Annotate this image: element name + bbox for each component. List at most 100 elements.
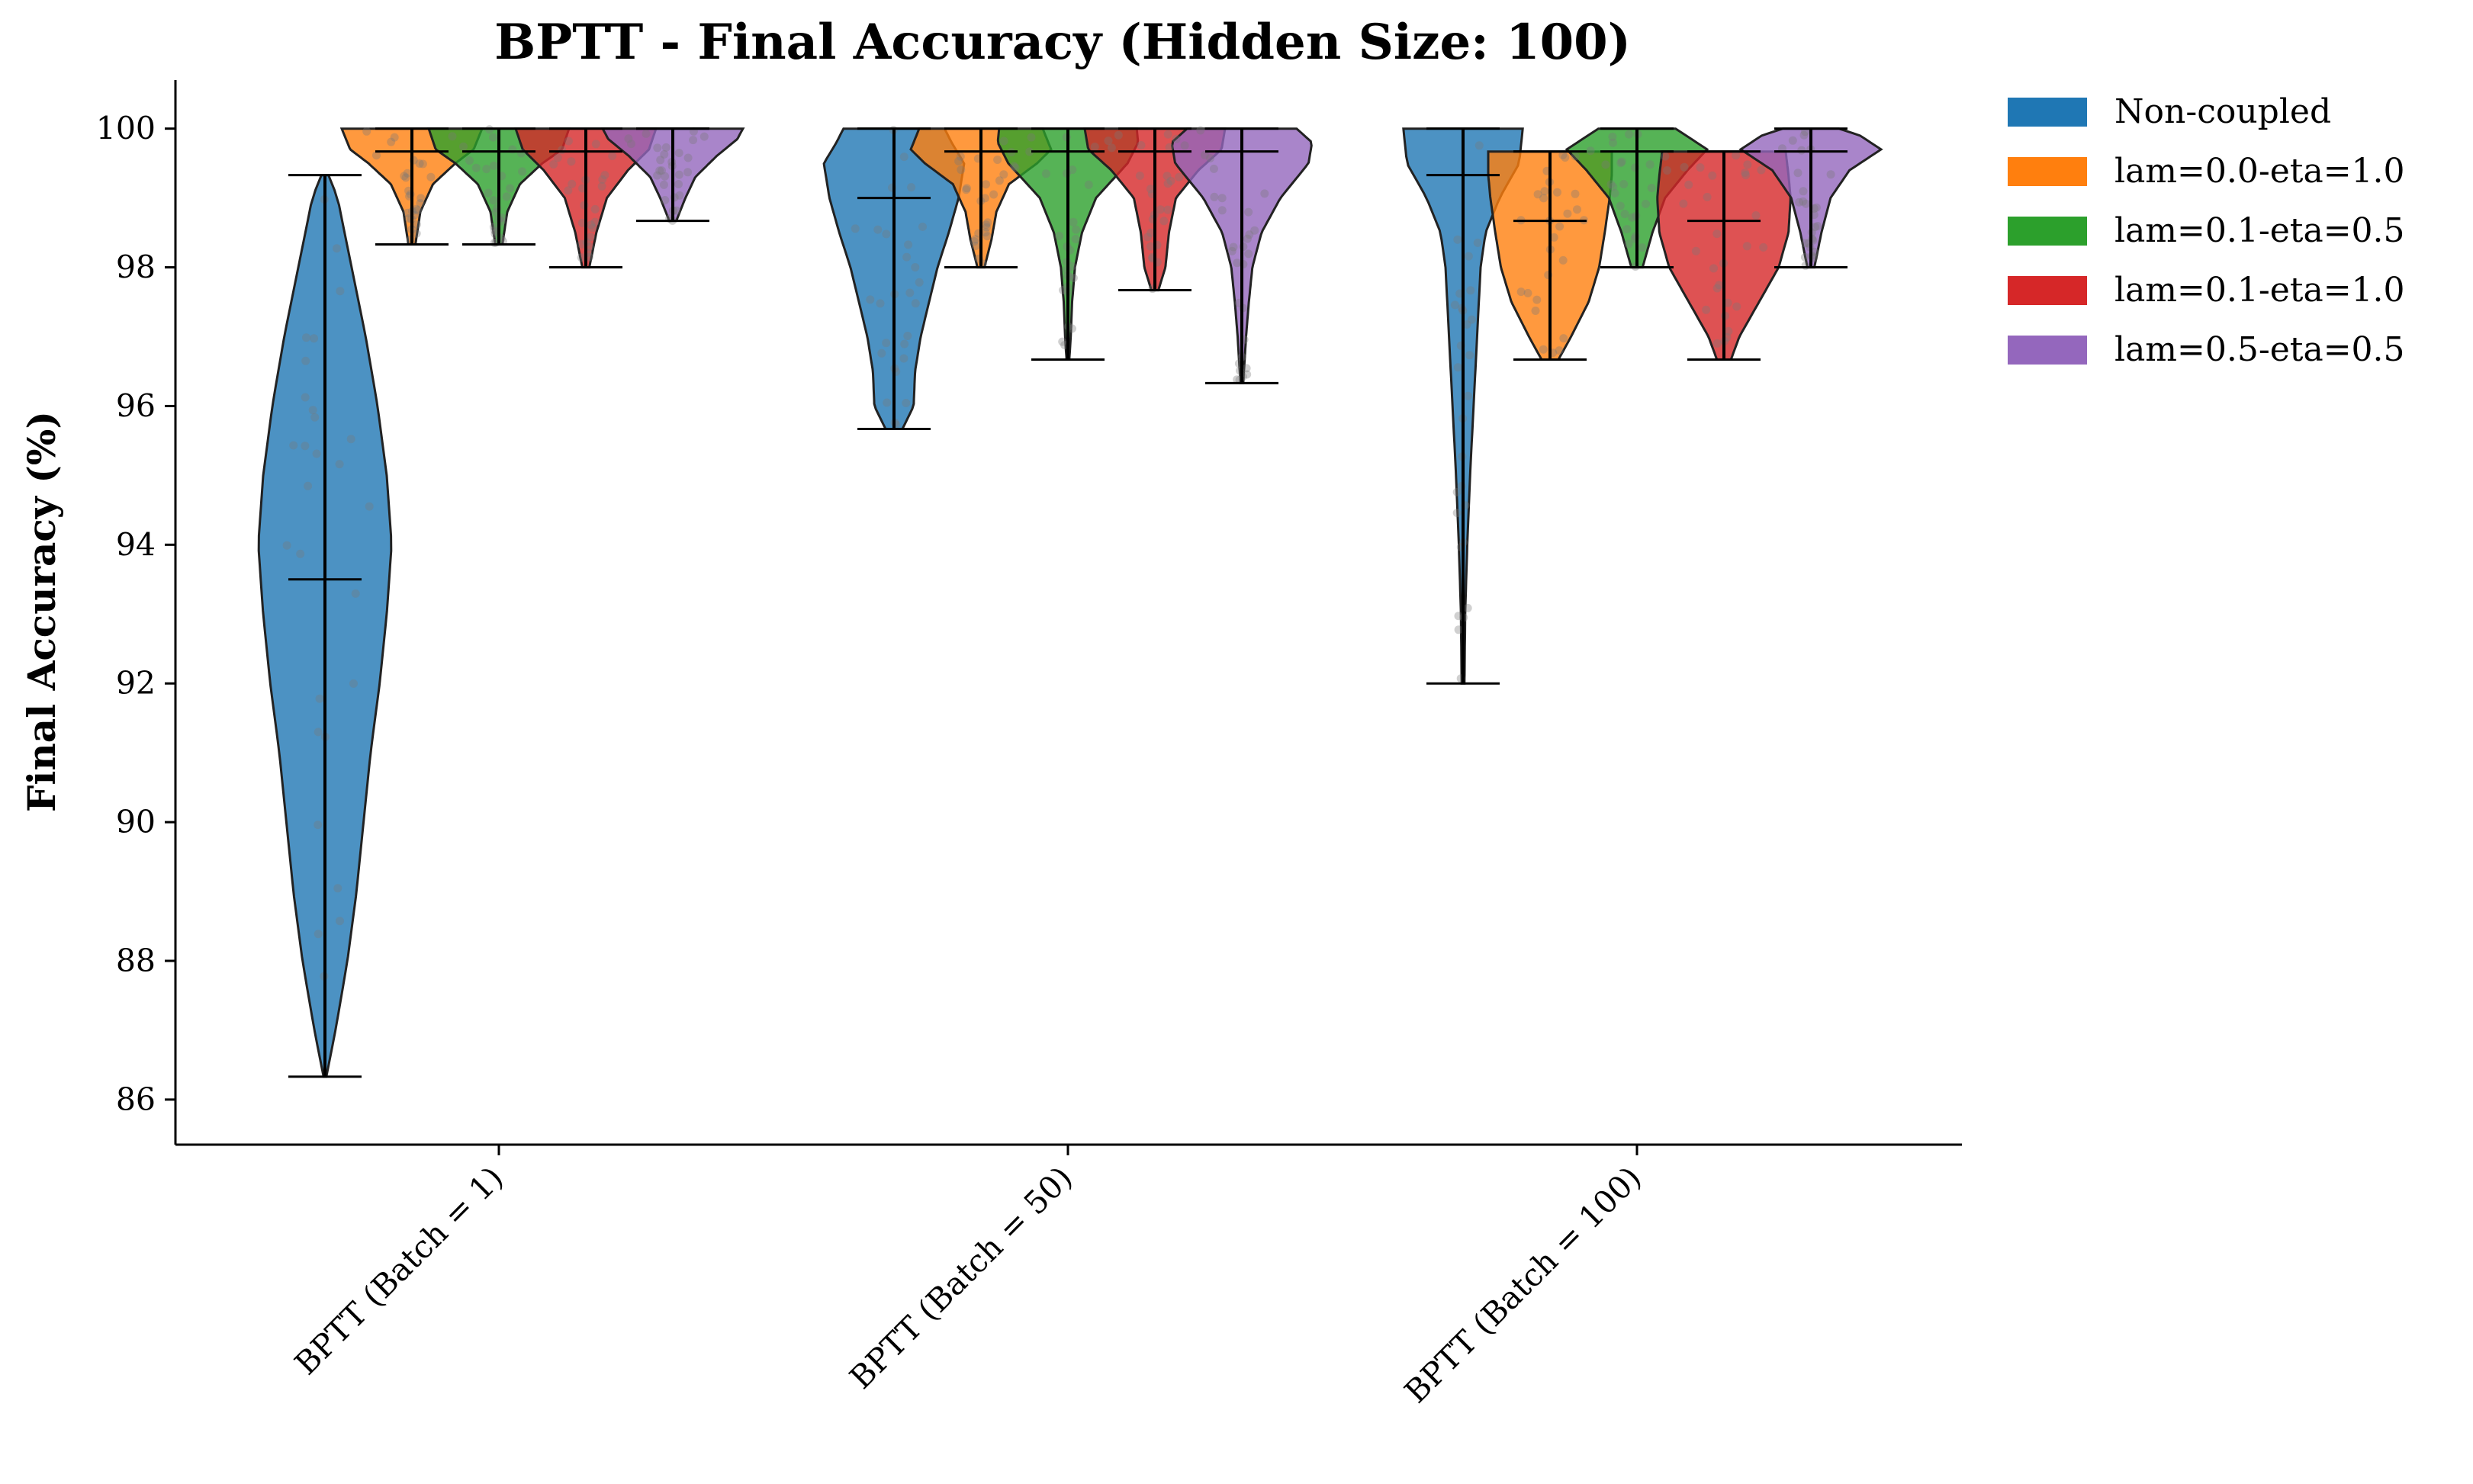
sample-point [1723, 298, 1732, 307]
sample-point [1146, 228, 1156, 237]
sample-point [1680, 162, 1689, 172]
sample-point [660, 149, 669, 159]
sample-point [490, 230, 500, 239]
sample-point [418, 159, 427, 169]
sample-point [416, 194, 426, 203]
sample-point [471, 163, 481, 172]
sample-point [851, 224, 860, 233]
sample-point [661, 196, 670, 204]
sample-point [365, 502, 374, 511]
sample-point [1090, 143, 1099, 151]
x-tick-label: BPTT (Batch = 1) [288, 1159, 510, 1382]
sample-point [1601, 160, 1610, 169]
legend-swatch [2008, 98, 2087, 127]
sample-point [1642, 199, 1650, 208]
sample-point [1159, 217, 1169, 226]
sample-point [624, 134, 633, 143]
sample-point [336, 917, 344, 926]
sample-point [1741, 171, 1751, 180]
sample-point [970, 237, 979, 246]
sample-point [1027, 133, 1036, 142]
sample-point [653, 143, 662, 153]
sample-point [899, 153, 908, 162]
sample-point [1801, 239, 1810, 248]
sample-point [315, 694, 324, 703]
sample-point [672, 206, 681, 215]
sample-point [289, 441, 298, 450]
sample-point [304, 481, 313, 490]
sample-point [699, 132, 709, 141]
sample-point [1610, 188, 1619, 198]
sample-point [1523, 288, 1532, 297]
sample-point [1217, 206, 1227, 215]
sample-point [314, 821, 323, 830]
sample-point [1067, 262, 1076, 271]
sample-point [1625, 130, 1633, 139]
sample-point [683, 168, 693, 177]
sample-point [390, 133, 399, 142]
sample-point [567, 157, 576, 166]
sample-point [1227, 246, 1236, 255]
x-tick-label: BPTT (Batch = 100) [1397, 1159, 1648, 1410]
sample-point [999, 137, 1008, 146]
sample-point [489, 196, 498, 205]
sample-point [1732, 151, 1741, 160]
sample-point [1055, 231, 1063, 240]
sample-point [1175, 172, 1184, 181]
sample-point [1206, 154, 1215, 162]
sample-point [1708, 171, 1717, 180]
sample-point [598, 175, 607, 184]
sample-point [999, 170, 1008, 179]
sample-point [1561, 153, 1570, 162]
legend-label: lam=0.0-eta=1.0 [2114, 152, 2405, 191]
sample-point [608, 152, 617, 160]
sample-point [1712, 339, 1722, 348]
sample-point [401, 173, 410, 182]
sample-point [1810, 247, 1819, 256]
sample-point [1712, 230, 1722, 239]
sample-point [905, 288, 915, 297]
sample-point [1210, 192, 1219, 201]
sample-point [1244, 249, 1253, 259]
sample-point [1462, 320, 1471, 329]
sample-point [1691, 246, 1700, 255]
sample-point [1452, 509, 1462, 518]
sample-point [1465, 351, 1474, 360]
sample-point [980, 194, 989, 203]
sample-point [585, 243, 594, 252]
sample-point [907, 183, 916, 192]
sample-point [1788, 136, 1797, 145]
sample-point [661, 143, 671, 152]
sample-point [1555, 222, 1565, 231]
sample-point [403, 208, 412, 217]
sample-point [336, 287, 345, 296]
sample-point [1114, 130, 1123, 140]
sample-point [627, 140, 635, 149]
sample-point [489, 133, 497, 142]
sample-point [1011, 163, 1020, 172]
sample-point [301, 356, 310, 365]
sample-point [1146, 242, 1155, 251]
sample-point [995, 176, 1004, 185]
sample-point [568, 179, 577, 188]
sample-point [387, 137, 396, 146]
sample-point [1531, 307, 1540, 315]
sample-point [1068, 165, 1077, 175]
sample-point [1702, 305, 1711, 314]
sample-point [490, 226, 499, 235]
sample-point [1638, 243, 1647, 252]
sample-point [1609, 138, 1617, 147]
sample-point [1165, 143, 1174, 152]
sample-point [346, 435, 355, 444]
sample-point [902, 252, 912, 262]
sample-point [1826, 170, 1835, 179]
y-ticks: 86 88 90 92 94 96 98 100 [96, 111, 175, 1118]
sample-point [489, 223, 498, 231]
sample-point [982, 180, 990, 189]
legend-label: Non-coupled [2114, 92, 2331, 131]
sample-point [900, 339, 909, 349]
sample-point [1624, 239, 1633, 249]
sample-point [962, 185, 971, 194]
sample-point [1516, 287, 1526, 297]
sample-point [1759, 243, 1768, 252]
